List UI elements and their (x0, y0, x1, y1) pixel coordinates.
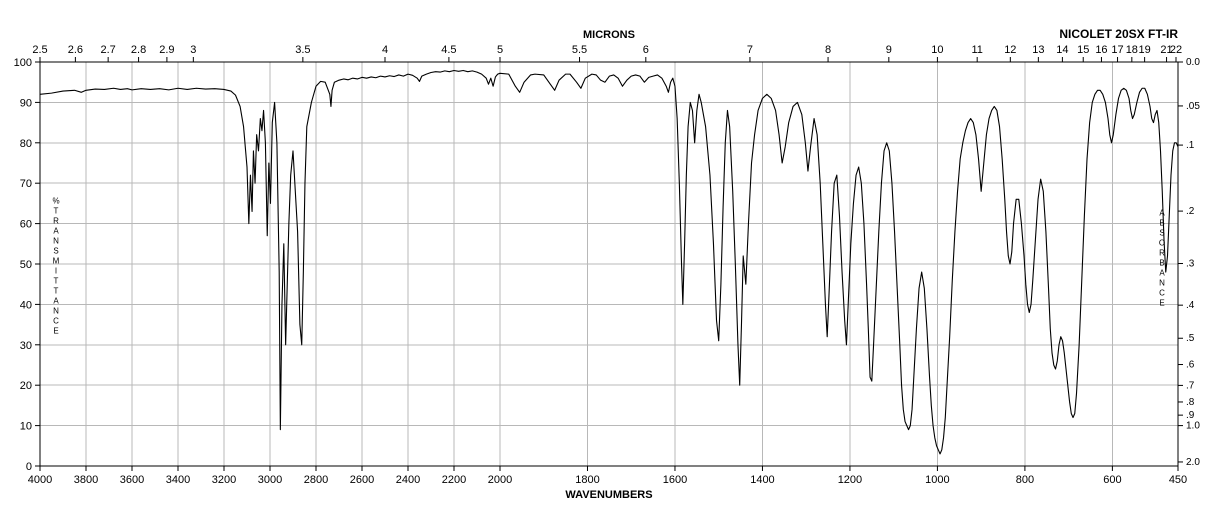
left-axis-label-letter: N (53, 306, 59, 315)
bottom-tick-label: 450 (1169, 474, 1187, 486)
bottom-tick-label: 2800 (304, 474, 328, 486)
bottom-tick-label: 600 (1103, 474, 1121, 486)
top-tick-label: 22 (1170, 44, 1182, 56)
top-tick-label: 11 (971, 44, 982, 56)
top-tick-label: 14 (1056, 44, 1068, 56)
left-axis-label-letter: C (53, 316, 59, 325)
top-tick-label: 16 (1095, 44, 1107, 56)
bottom-tick-label: 2000 (488, 474, 512, 486)
top-tick-label: 9 (886, 44, 892, 56)
bottom-tick-label: 3000 (258, 474, 282, 486)
right-tick-label: .5 (1186, 333, 1195, 344)
left-tick-label: 50 (20, 259, 32, 271)
top-tick-label: 13 (1032, 44, 1044, 56)
bottom-tick-label: 800 (1016, 474, 1034, 486)
left-tick-label: 70 (20, 178, 32, 190)
bottom-tick-label: 1800 (575, 474, 599, 486)
top-tick-label: 12 (1004, 44, 1016, 56)
right-tick-label: .05 (1186, 101, 1200, 112)
top-tick-label: 8 (825, 44, 831, 56)
right-tick-label: .7 (1186, 380, 1195, 391)
right-tick-label: .2 (1186, 206, 1195, 217)
bottom-tick-label: 2400 (396, 474, 420, 486)
top-tick-label: 2.9 (159, 44, 174, 56)
top-axis-title: MICRONS (583, 29, 635, 41)
bottom-tick-label: 2600 (350, 474, 374, 486)
left-axis-label-letter: A (53, 296, 59, 305)
right-tick-label: .8 (1186, 397, 1195, 408)
right-tick-label: .4 (1186, 300, 1195, 311)
right-tick-label: 0.0 (1186, 57, 1200, 68)
chart-svg: 4000380036003400320030002800260024002200… (0, 0, 1218, 528)
right-axis-label-letter: C (1159, 289, 1165, 298)
right-axis-label-letter: A (1159, 269, 1165, 278)
top-tick-label: 5 (497, 44, 503, 56)
top-tick-label: 2.7 (100, 44, 115, 56)
left-axis-label-letter: I (55, 266, 57, 275)
top-tick-label: 4 (382, 44, 388, 56)
left-tick-label: 10 (20, 421, 32, 433)
left-tick-label: 20 (20, 380, 32, 392)
bottom-tick-label: 1400 (750, 474, 774, 486)
left-axis-label-letter: A (53, 226, 59, 235)
top-tick-label: 2.5 (32, 44, 47, 56)
right-axis-label-letter: B (1159, 259, 1164, 268)
top-tick-label: 6 (643, 44, 649, 56)
right-axis-label-letter: N (1159, 279, 1165, 288)
top-tick-label: 5.5 (572, 44, 587, 56)
bottom-tick-label: 4000 (28, 474, 52, 486)
left-axis-label-letter: N (53, 236, 59, 245)
top-tick-label: 4.5 (441, 44, 456, 56)
top-tick-label: 3 (190, 44, 196, 56)
top-tick-label: 7 (747, 44, 753, 56)
left-axis-label-letter: M (53, 256, 60, 265)
bottom-tick-label: 1200 (838, 474, 862, 486)
top-tick-label: 17 (1111, 44, 1123, 56)
top-tick-label: 15 (1077, 44, 1089, 56)
right-tick-label: .9 (1186, 410, 1195, 421)
bottom-tick-label: 1000 (925, 474, 949, 486)
left-tick-label: 0 (26, 461, 32, 473)
top-tick-label: 18 (1126, 44, 1138, 56)
left-tick-label: 60 (20, 219, 32, 231)
right-tick-label: 1.0 (1186, 421, 1200, 432)
top-tick-label: 10 (931, 44, 943, 56)
top-tick-label: 3.5 (295, 44, 310, 56)
bottom-tick-label: 3800 (74, 474, 98, 486)
left-axis-label-letter: % (52, 196, 59, 205)
top-tick-label: 2.6 (68, 44, 83, 56)
bottom-tick-label: 3200 (212, 474, 236, 486)
bottom-axis-title: WAVENUMBERS (565, 489, 652, 501)
right-tick-label: .3 (1186, 259, 1195, 270)
bottom-tick-label: 3600 (120, 474, 144, 486)
bottom-tick-label: 3400 (166, 474, 190, 486)
left-axis-label-letter: T (54, 206, 59, 215)
left-tick-label: 40 (20, 299, 32, 311)
left-tick-label: 90 (20, 97, 32, 109)
left-tick-label: 100 (14, 57, 32, 69)
right-tick-label: 2.0 (1186, 457, 1200, 468)
bottom-tick-label: 1600 (663, 474, 687, 486)
left-tick-label: 80 (20, 138, 32, 150)
top-tick-label: 19 (1138, 44, 1150, 56)
left-axis-label-letter: T (54, 276, 59, 285)
ir-spectrum-chart: 4000380036003400320030002800260024002200… (0, 0, 1218, 528)
left-axis-label-letter: T (54, 286, 59, 295)
bottom-tick-label: 2200 (442, 474, 466, 486)
right-tick-label: .1 (1186, 140, 1195, 151)
right-tick-label: .6 (1186, 360, 1195, 371)
top-tick-label: 2.8 (131, 44, 146, 56)
right-axis-label-letter: A (1159, 209, 1165, 218)
left-axis-label-letter: S (53, 246, 58, 255)
left-axis-label-letter: E (53, 326, 58, 335)
right-axis-label-letter: E (1159, 299, 1164, 308)
left-axis-label-letter: R (53, 216, 59, 225)
instrument-label: NICOLET 20SX FT-IR (1059, 27, 1178, 41)
left-tick-label: 30 (20, 340, 32, 352)
